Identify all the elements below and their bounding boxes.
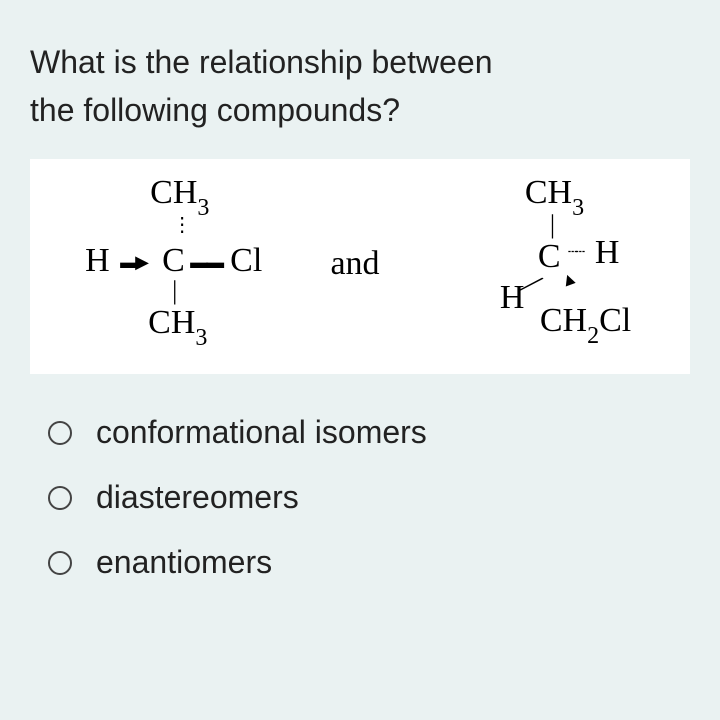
question-text: What is the relationship between the fol… [30,38,690,134]
options-list: conformational isomers diastereomers ena… [30,414,690,581]
structure-right: CH3 | C ┄┄ H H ╱ ▲ CH2Cl [440,174,640,354]
option-label: diastereomers [96,479,299,516]
option-label: enantiomers [96,544,272,581]
left-bottom-group: CH3 [148,304,207,348]
question-line2: the following compounds? [30,92,400,128]
left-wedge-up: ⋮ [172,212,190,237]
left-bond-down: | [172,276,177,306]
question-line1: What is the relationship between [30,44,492,80]
option-label: conformational isomers [96,414,427,451]
left-h-atom: H [85,242,110,280]
left-center-c: C [162,242,185,280]
option-conformational[interactable]: conformational isomers [48,414,690,451]
right-h-right: H [595,234,620,272]
right-center-c: C [538,238,561,276]
left-cl-atom: Cl [230,242,262,280]
right-wedge-left: ╱ [519,271,543,298]
structure-left: CH3 ⋮ H ▬▶ C ▬▬ Cl | CH3 [80,174,270,354]
radio-icon[interactable] [48,421,72,445]
right-h-left: H [500,279,525,317]
connector-and: and [330,245,379,283]
left-wedge-solid: ▬▶ [120,252,146,273]
right-wedge-dash: ┄┄ [568,242,583,262]
option-enantiomers[interactable]: enantiomers [48,544,690,581]
structures-panel: CH3 ⋮ H ▬▶ C ▬▬ Cl | CH3 and CH3 | C ┄┄ … [30,159,690,374]
right-bottom-group: CH2Cl [540,302,631,346]
right-bond-top: | [550,210,555,240]
left-wedge-dash: ▬▬ [190,252,222,273]
right-wedge-down: ▲ [557,267,581,293]
radio-icon[interactable] [48,486,72,510]
radio-icon[interactable] [48,551,72,575]
option-diastereomers[interactable]: diastereomers [48,479,690,516]
